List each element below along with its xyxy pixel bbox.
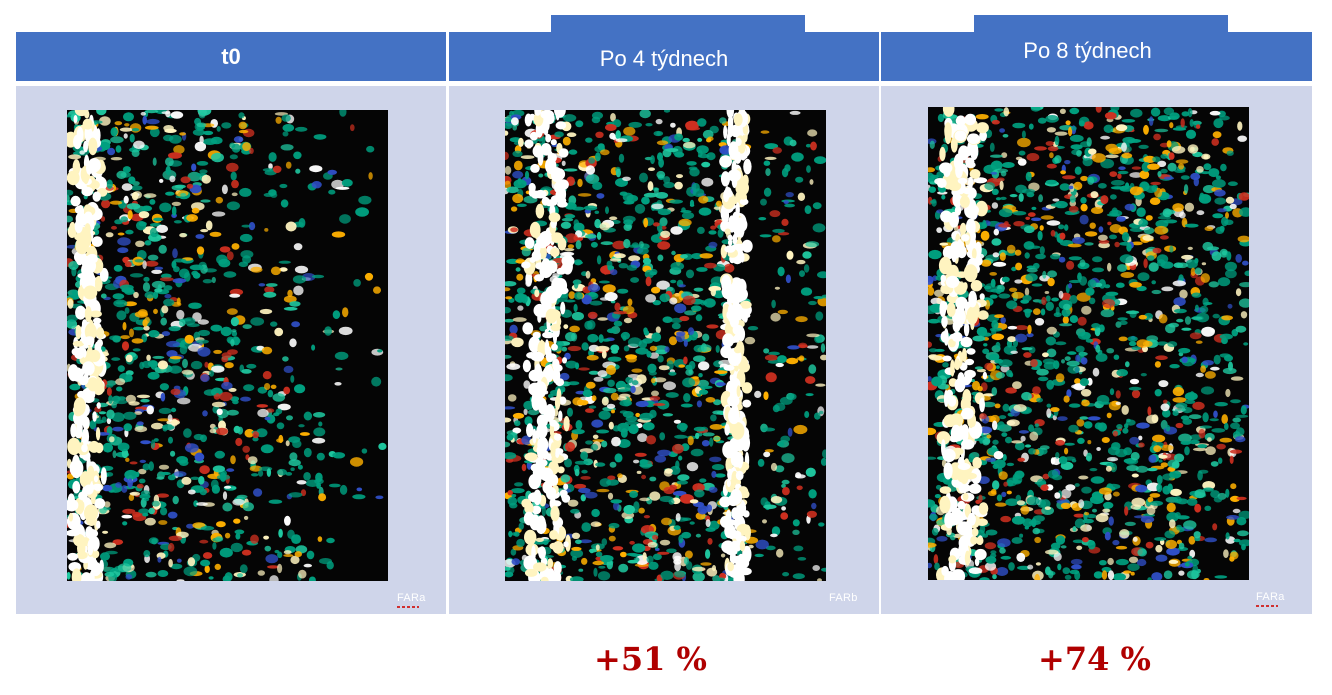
scan-mark-4-weeks: FARb (829, 592, 858, 604)
ultrasound-scan-t0 (67, 110, 388, 581)
header-8-weeks-label: Po 8 týdnech (1023, 37, 1152, 63)
header-8-weeks: Po 8 týdnech (881, 32, 1312, 81)
header-tab-4-weeks (551, 15, 805, 35)
header-4-weeks-label: Po 4 týdnech (599, 45, 729, 71)
scan-mark-underline-8-weeks (1256, 605, 1278, 607)
result-8-weeks: +74 % (1038, 640, 1151, 678)
scan-mark-underline-t0 (397, 606, 419, 608)
ultrasound-scan-8-weeks (928, 107, 1249, 580)
header-4-weeks: Po 4 týdnech (449, 32, 879, 81)
scan-mark-t0: FARa (397, 592, 426, 604)
scan-mark-8-weeks: FARa (1256, 591, 1285, 603)
header-t0: t0 (16, 32, 446, 81)
header-tab-8-weeks (974, 15, 1228, 35)
ultrasound-scan-4-weeks (505, 110, 826, 581)
result-4-weeks: +51 % (594, 640, 707, 678)
